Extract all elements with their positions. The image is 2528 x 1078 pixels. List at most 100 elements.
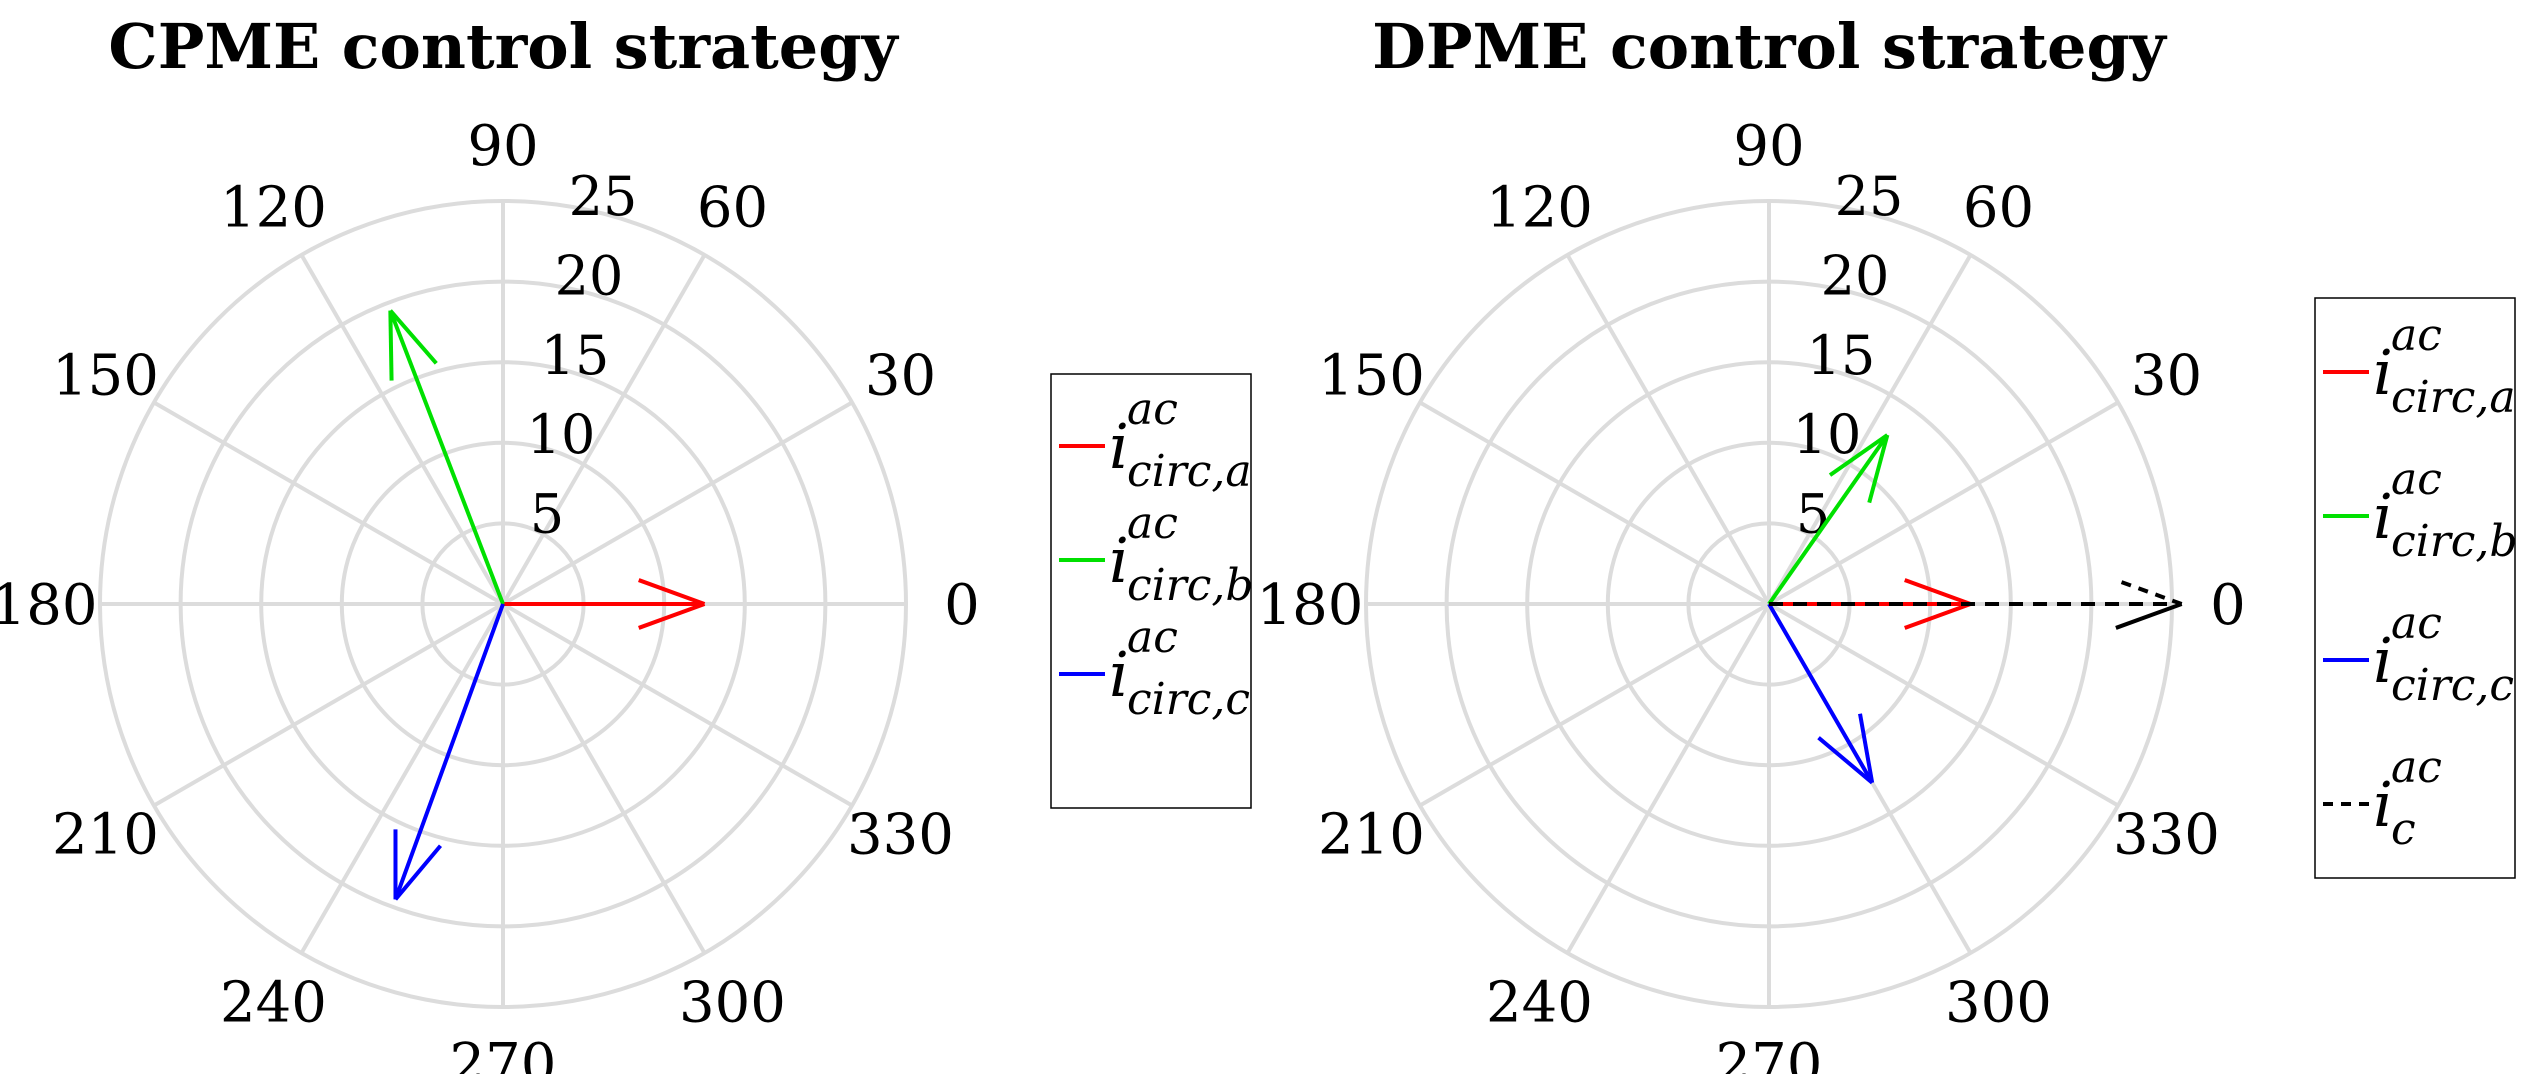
legend-subscript: circ,c — [2391, 660, 2514, 711]
legend-item: iac circ,b — [2323, 454, 2518, 567]
phasor-circ-b — [1767, 433, 1890, 606]
grid-spoke-330 — [502, 602, 854, 808]
phasor-shaft — [393, 603, 505, 901]
radial-tick-label: 5 — [1796, 483, 1830, 546]
phasor-circ-b — [388, 309, 505, 605]
radial-tick-label: 15 — [1807, 324, 1876, 387]
legend-superscript: ac — [1127, 498, 1178, 549]
angle-tick-label: 120 — [220, 175, 327, 240]
grid-spoke-60 — [501, 253, 707, 605]
legend-symbol: i — [1109, 638, 1129, 711]
grid-spoke-60 — [1767, 253, 1973, 605]
radial-tick-label: 20 — [555, 244, 624, 307]
phasor-arrowhead — [388, 309, 438, 365]
phasor-arrowhead — [2115, 602, 2183, 630]
angle-tick-label: 120 — [1486, 175, 1593, 240]
radial-tick-label: 5 — [530, 483, 564, 546]
phasor-circ-c — [393, 603, 505, 901]
phasor-arrowhead — [388, 310, 394, 381]
legend-item: iac circ,b — [1059, 498, 1254, 611]
radial-tick-label: 10 — [1793, 403, 1862, 466]
angle-tick-label: 270 — [450, 1032, 557, 1074]
angle-tick-label: 180 — [0, 573, 97, 638]
grid-spoke-240 — [299, 603, 505, 955]
grid-spoke-30 — [1768, 400, 2120, 606]
angle-tick-label: 240 — [1486, 971, 1593, 1036]
legend-superscript: ac — [2391, 742, 2442, 793]
legend-item: iac circ,a — [2323, 310, 2516, 423]
legend-item: iac circ,c — [2323, 598, 2514, 711]
legend-symbol: i — [2373, 768, 2393, 841]
angle-tick-label: 150 — [1318, 344, 1425, 409]
polar-chart-2: DPME control strategy 0 30 60 90 120 150 180 210… — [1257, 10, 2518, 1078]
chart-title: CPME control strategy — [108, 10, 899, 83]
legend-subscript: c — [2391, 804, 2416, 855]
legend-symbol: i — [2373, 624, 2393, 697]
grid-spoke-240 — [1565, 603, 1771, 955]
phasor-arrowhead — [1904, 578, 1972, 606]
angle-tick-label: 330 — [2113, 803, 2220, 868]
angle-tick-label: 90 — [1733, 114, 1804, 179]
angle-tick-label: 270 — [1716, 1032, 1823, 1074]
angle-tick-label: 300 — [1945, 971, 2052, 1036]
angle-tick-label: 0 — [2210, 573, 2246, 638]
grid-spoke-150 — [1418, 400, 1771, 606]
polar-chart-1: CPME control strategy 0 30 60 90 120 150 180 210… — [0, 10, 1254, 1078]
phasor-arrowhead — [393, 844, 443, 901]
radial-tick-label: 25 — [1835, 165, 1904, 228]
phasor-circ-a — [503, 578, 706, 630]
radial-tick-label: 15 — [541, 324, 610, 387]
grid-spoke-120 — [299, 253, 505, 605]
angle-tick-label: 30 — [2131, 344, 2202, 409]
legend-subscript: circ,b — [2391, 516, 2518, 567]
legend-symbol: i — [1109, 410, 1129, 483]
legend-superscript: ac — [1127, 384, 1178, 435]
radial-tick-label: 10 — [527, 403, 596, 466]
phasor-arrowhead — [638, 602, 706, 630]
radial-tick-label: 25 — [569, 165, 638, 228]
phasor-arrowhead — [638, 578, 706, 606]
phasor-shaft — [1767, 433, 1889, 606]
angle-tick-label: 90 — [467, 114, 538, 179]
legend-item: iac c — [2323, 742, 2442, 855]
grid-spoke-330 — [1768, 602, 2120, 808]
legend-superscript: ac — [2391, 598, 2442, 649]
phasor-shaft — [1767, 603, 1874, 784]
legend-symbol: i — [2373, 480, 2393, 553]
phasor-c — [1769, 578, 2183, 630]
legend-symbol: i — [2373, 336, 2393, 409]
angle-tick-label: 60 — [1963, 175, 2034, 240]
grid-spoke-300 — [501, 603, 707, 955]
phasor-arrowhead — [1828, 433, 1889, 477]
angle-tick-label: 240 — [220, 971, 327, 1036]
phasor-arrowhead — [1817, 736, 1874, 785]
legend-subscript: circ,c — [1127, 674, 1250, 725]
legend-item: iac circ,a — [1059, 384, 1252, 497]
angle-tick-label: 210 — [1318, 803, 1425, 868]
angle-tick-label: 150 — [52, 344, 159, 409]
phasor-circ-c — [1767, 603, 1875, 785]
phasor-shaft — [388, 309, 505, 605]
legend-superscript: ac — [2391, 310, 2442, 361]
legend-box — [2314, 297, 2516, 879]
grid-spoke-30 — [502, 400, 854, 606]
grid-spoke-120 — [1565, 253, 1771, 605]
grid-spoke-210 — [152, 602, 504, 808]
legend-subscript: circ,a — [1127, 446, 1252, 497]
grid-spoke-210 — [1418, 602, 1771, 808]
legend-superscript: ac — [1127, 612, 1178, 663]
angle-tick-label: 330 — [847, 803, 954, 868]
angle-tick-label: 60 — [697, 175, 768, 240]
radial-tick-label: 20 — [1821, 244, 1890, 307]
angle-tick-label: 0 — [944, 573, 980, 638]
legend-item: iac circ,c — [1059, 612, 1250, 725]
angle-tick-label: 180 — [1257, 573, 1364, 638]
phasor-arrowhead — [1858, 713, 1875, 784]
legend-symbol: i — [1109, 524, 1129, 597]
grid-spoke-150 — [152, 400, 504, 606]
phasor-arrowhead — [2115, 578, 2183, 606]
